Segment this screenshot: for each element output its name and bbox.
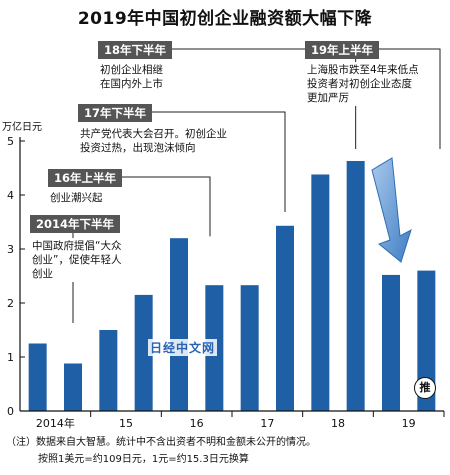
bar-2017上 <box>240 285 259 411</box>
x-tick-label-15: 15 <box>119 417 133 430</box>
bar-2015下 <box>134 294 153 411</box>
x-tick-label-18: 18 <box>331 417 345 430</box>
y-tick-label-0: 0 <box>7 405 14 418</box>
x-tick-label-2014年: 2014年 <box>36 416 75 430</box>
page-title: 2019年中国初创企业融资额大幅下降 <box>77 9 373 29</box>
decline-arrow <box>371 157 412 263</box>
annotation-2014h2-heading: 2014年下半年 <box>30 215 121 233</box>
annotation-17h2-text: 共产党代表大会召开。初创企业 投资过热，出现泡沫倾向 <box>78 126 229 156</box>
bar-2014下 <box>64 363 82 411</box>
bar-2016上 <box>170 238 188 411</box>
x-tick-label-17: 17 <box>260 417 274 430</box>
annotation-19h1-text: 上海股市跌至4年来低点 投资者对初创企业态度 更加严厉 <box>305 62 421 106</box>
y-tick-label-3: 3 <box>7 243 14 256</box>
bar-2017下 <box>276 225 294 411</box>
y-tick-label-2: 2 <box>7 297 14 310</box>
bar-2018上 <box>311 174 330 411</box>
annotation-16h1-text: 创业潮兴起 <box>48 190 105 206</box>
annotation-18h2-heading: 18年下半年 <box>98 41 173 59</box>
annotation-19h1-heading: 19年上半年 <box>305 41 380 59</box>
y-axis-unit-label: 万亿日元 <box>2 122 42 133</box>
bar-2018下 <box>346 160 365 411</box>
y-tick-label-4: 4 <box>7 189 14 202</box>
annotation-2014h2-text: 中国政府提倡“大众 创业”，促使年轻人 创业 <box>30 238 124 282</box>
annotation-16h1-heading: 16年上半年 <box>48 169 123 187</box>
bar-2015上 <box>99 330 118 411</box>
bar-2014上 <box>28 343 47 411</box>
annotation-17h2-heading: 17年下半年 <box>78 104 153 122</box>
watermark: 日经中文网 <box>148 339 218 356</box>
x-tick-label-16: 16 <box>190 417 204 430</box>
annotation-18h2-text: 初创企业相继 在国内外上市 <box>98 62 165 92</box>
bar-2019上 <box>382 274 400 411</box>
y-tick-label-1: 1 <box>7 351 14 364</box>
y-tick-label-5: 5 <box>7 135 14 148</box>
estimate-badge: 推 <box>414 377 436 399</box>
x-tick-label-19: 19 <box>402 417 416 430</box>
footnote-source: （注）数据来自大智慧。统计中不含出资者不明和金额未公开的情况。 <box>6 437 316 448</box>
footnote-exchange-rate: 按照1美元=约109日元，1元=约15.3日元换算 <box>38 454 249 465</box>
bar-2019下 <box>417 270 436 411</box>
